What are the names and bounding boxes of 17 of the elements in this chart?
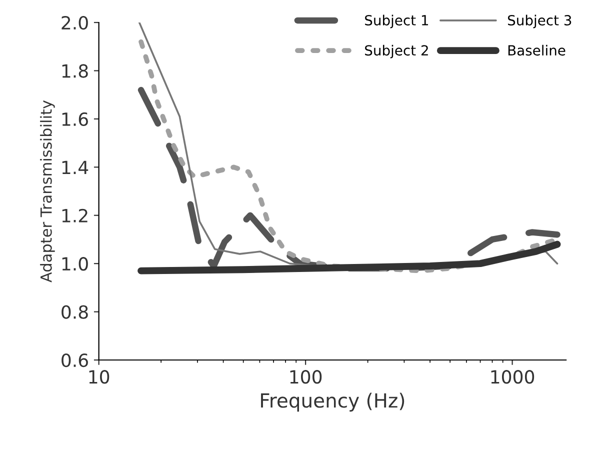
legend-label: Subject 2 bbox=[365, 44, 428, 58]
y-axis-title: Adapter Transmissibility bbox=[40, 100, 55, 282]
y-tick-label: 1.8 bbox=[62, 64, 88, 78]
legend-label: Subject 1 bbox=[365, 14, 428, 28]
y-tick-label: 0.6 bbox=[62, 353, 88, 368]
legend-label: Subject 3 bbox=[508, 14, 572, 28]
x-tick-label: 1000 bbox=[491, 370, 534, 384]
y-tick-label: 1.0 bbox=[62, 257, 88, 271]
y-tick-label: 1.4 bbox=[62, 160, 88, 174]
x-tick-label: 10 bbox=[89, 370, 110, 384]
y-tick-label: 0.8 bbox=[62, 305, 88, 319]
y-tick-label: 1.2 bbox=[62, 208, 88, 222]
x-axis-title: Frequency (Hz) bbox=[261, 392, 404, 412]
y-tick-label: 2.0 bbox=[62, 16, 88, 30]
x-tick-label: 100 bbox=[290, 370, 322, 384]
legend-label: Baseline bbox=[508, 44, 566, 56]
y-tick-label: 1.6 bbox=[62, 112, 88, 126]
